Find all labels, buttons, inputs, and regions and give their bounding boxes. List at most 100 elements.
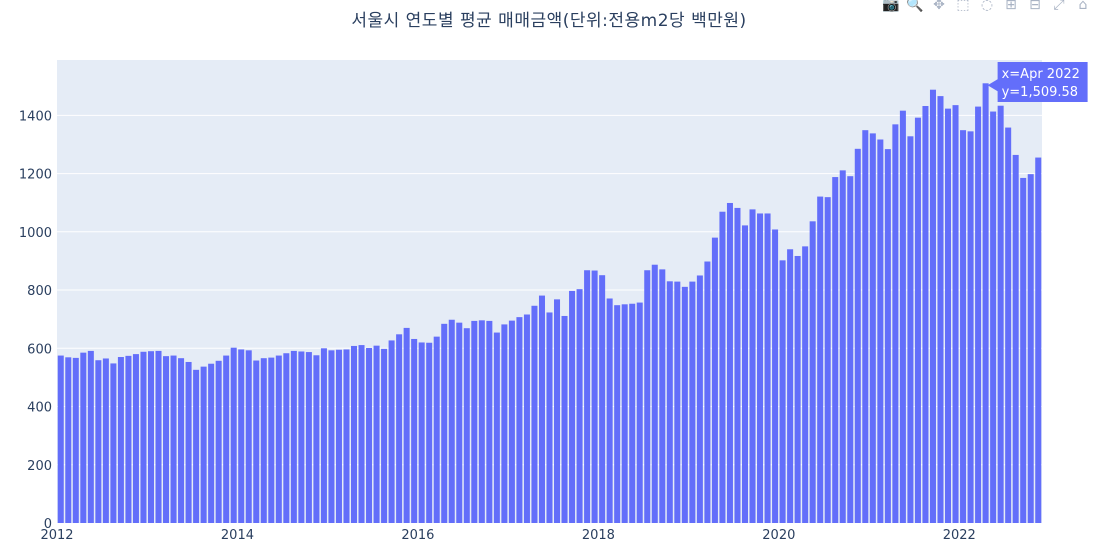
bar[interactable] bbox=[884, 149, 891, 524]
bar[interactable] bbox=[72, 357, 79, 523]
bar[interactable] bbox=[290, 350, 297, 523]
bar[interactable] bbox=[140, 351, 147, 523]
bar[interactable] bbox=[764, 213, 771, 523]
bar[interactable] bbox=[787, 249, 794, 523]
bar[interactable] bbox=[817, 196, 824, 523]
bar[interactable] bbox=[65, 357, 72, 523]
bar[interactable] bbox=[305, 352, 312, 523]
bar[interactable] bbox=[666, 281, 673, 523]
bar[interactable] bbox=[1012, 154, 1019, 523]
bar[interactable] bbox=[569, 290, 576, 523]
bar[interactable] bbox=[644, 270, 651, 523]
bar[interactable] bbox=[914, 117, 921, 523]
bar[interactable] bbox=[388, 340, 395, 523]
bar[interactable] bbox=[268, 357, 275, 523]
bar[interactable] bbox=[493, 332, 500, 523]
bar[interactable] bbox=[275, 355, 282, 523]
bar[interactable] bbox=[313, 355, 320, 523]
bar[interactable] bbox=[967, 131, 974, 523]
bar[interactable] bbox=[945, 108, 952, 523]
bar[interactable] bbox=[486, 320, 493, 523]
bar[interactable] bbox=[102, 358, 109, 523]
bar[interactable] bbox=[854, 148, 861, 524]
bar[interactable] bbox=[892, 124, 899, 523]
bar[interactable] bbox=[1020, 177, 1027, 523]
bar[interactable] bbox=[847, 176, 854, 523]
box-select-icon[interactable]: ⬚ bbox=[956, 0, 970, 13]
bar[interactable] bbox=[741, 225, 749, 523]
bar[interactable] bbox=[734, 207, 741, 523]
bar[interactable] bbox=[253, 360, 260, 523]
bar[interactable] bbox=[200, 366, 207, 523]
bar[interactable] bbox=[554, 299, 561, 523]
bar[interactable] bbox=[471, 320, 478, 523]
bar[interactable] bbox=[328, 350, 335, 523]
bar[interactable] bbox=[937, 96, 944, 523]
bar[interactable] bbox=[651, 264, 658, 523]
bar[interactable] bbox=[163, 356, 170, 523]
bar[interactable] bbox=[546, 312, 553, 523]
bar[interactable] bbox=[794, 255, 801, 523]
bar[interactable] bbox=[576, 289, 583, 523]
bar[interactable] bbox=[599, 275, 606, 523]
bar[interactable] bbox=[997, 105, 1004, 523]
bar[interactable] bbox=[929, 89, 936, 523]
bar[interactable] bbox=[335, 349, 342, 523]
bar[interactable] bbox=[1005, 127, 1012, 523]
bar[interactable] bbox=[185, 361, 192, 523]
autoscale-icon[interactable]: ⤢ bbox=[1053, 0, 1065, 13]
bar[interactable] bbox=[298, 351, 305, 523]
bar[interactable] bbox=[418, 342, 425, 523]
bar[interactable] bbox=[538, 295, 545, 523]
bar[interactable] bbox=[636, 302, 643, 523]
bar[interactable] bbox=[223, 355, 230, 523]
zoom-in-icon[interactable]: ⊞ bbox=[1005, 0, 1017, 13]
bar[interactable] bbox=[403, 327, 410, 523]
bar[interactable] bbox=[441, 323, 448, 523]
bar[interactable] bbox=[155, 350, 162, 523]
bar[interactable] bbox=[899, 110, 906, 524]
bar[interactable] bbox=[238, 349, 245, 523]
bar[interactable] bbox=[230, 347, 237, 523]
bar[interactable] bbox=[606, 298, 613, 523]
bar[interactable] bbox=[674, 281, 681, 523]
bar[interactable] bbox=[132, 354, 139, 523]
bar[interactable] bbox=[411, 338, 418, 523]
zoom-icon[interactable]: 🔍 bbox=[906, 0, 924, 13]
bar[interactable] bbox=[117, 357, 124, 523]
bar[interactable] bbox=[749, 209, 756, 523]
bar[interactable] bbox=[990, 111, 997, 524]
bar[interactable] bbox=[178, 358, 185, 523]
bar[interactable] bbox=[1035, 157, 1042, 524]
bar[interactable] bbox=[516, 317, 523, 523]
bar[interactable] bbox=[463, 328, 470, 523]
bar[interactable] bbox=[561, 315, 568, 523]
bar[interactable] bbox=[426, 342, 433, 523]
bar[interactable] bbox=[193, 369, 200, 523]
bar[interactable] bbox=[779, 260, 786, 523]
bar[interactable] bbox=[125, 355, 132, 523]
bar[interactable] bbox=[343, 349, 350, 523]
bar[interactable] bbox=[366, 347, 373, 523]
bar[interactable] bbox=[358, 345, 365, 523]
bar[interactable] bbox=[95, 360, 102, 523]
bar[interactable] bbox=[531, 305, 538, 523]
bar[interactable] bbox=[772, 229, 779, 524]
bar[interactable] bbox=[260, 358, 267, 523]
bar[interactable] bbox=[659, 269, 666, 523]
bar[interactable] bbox=[704, 261, 711, 523]
bar[interactable] bbox=[614, 305, 621, 523]
zoom-out-icon[interactable]: ⊟ bbox=[1029, 0, 1041, 13]
bar[interactable] bbox=[719, 211, 726, 523]
bar[interactable] bbox=[869, 133, 876, 523]
bar[interactable] bbox=[87, 350, 94, 523]
bar[interactable] bbox=[80, 352, 87, 523]
bar[interactable] bbox=[396, 334, 403, 523]
bar[interactable] bbox=[862, 130, 869, 524]
bar[interactable] bbox=[1027, 174, 1034, 523]
bar[interactable] bbox=[629, 303, 636, 523]
bar[interactable] bbox=[757, 213, 764, 523]
bar[interactable] bbox=[245, 350, 252, 523]
bar[interactable] bbox=[832, 177, 839, 524]
bar[interactable] bbox=[508, 320, 515, 523]
